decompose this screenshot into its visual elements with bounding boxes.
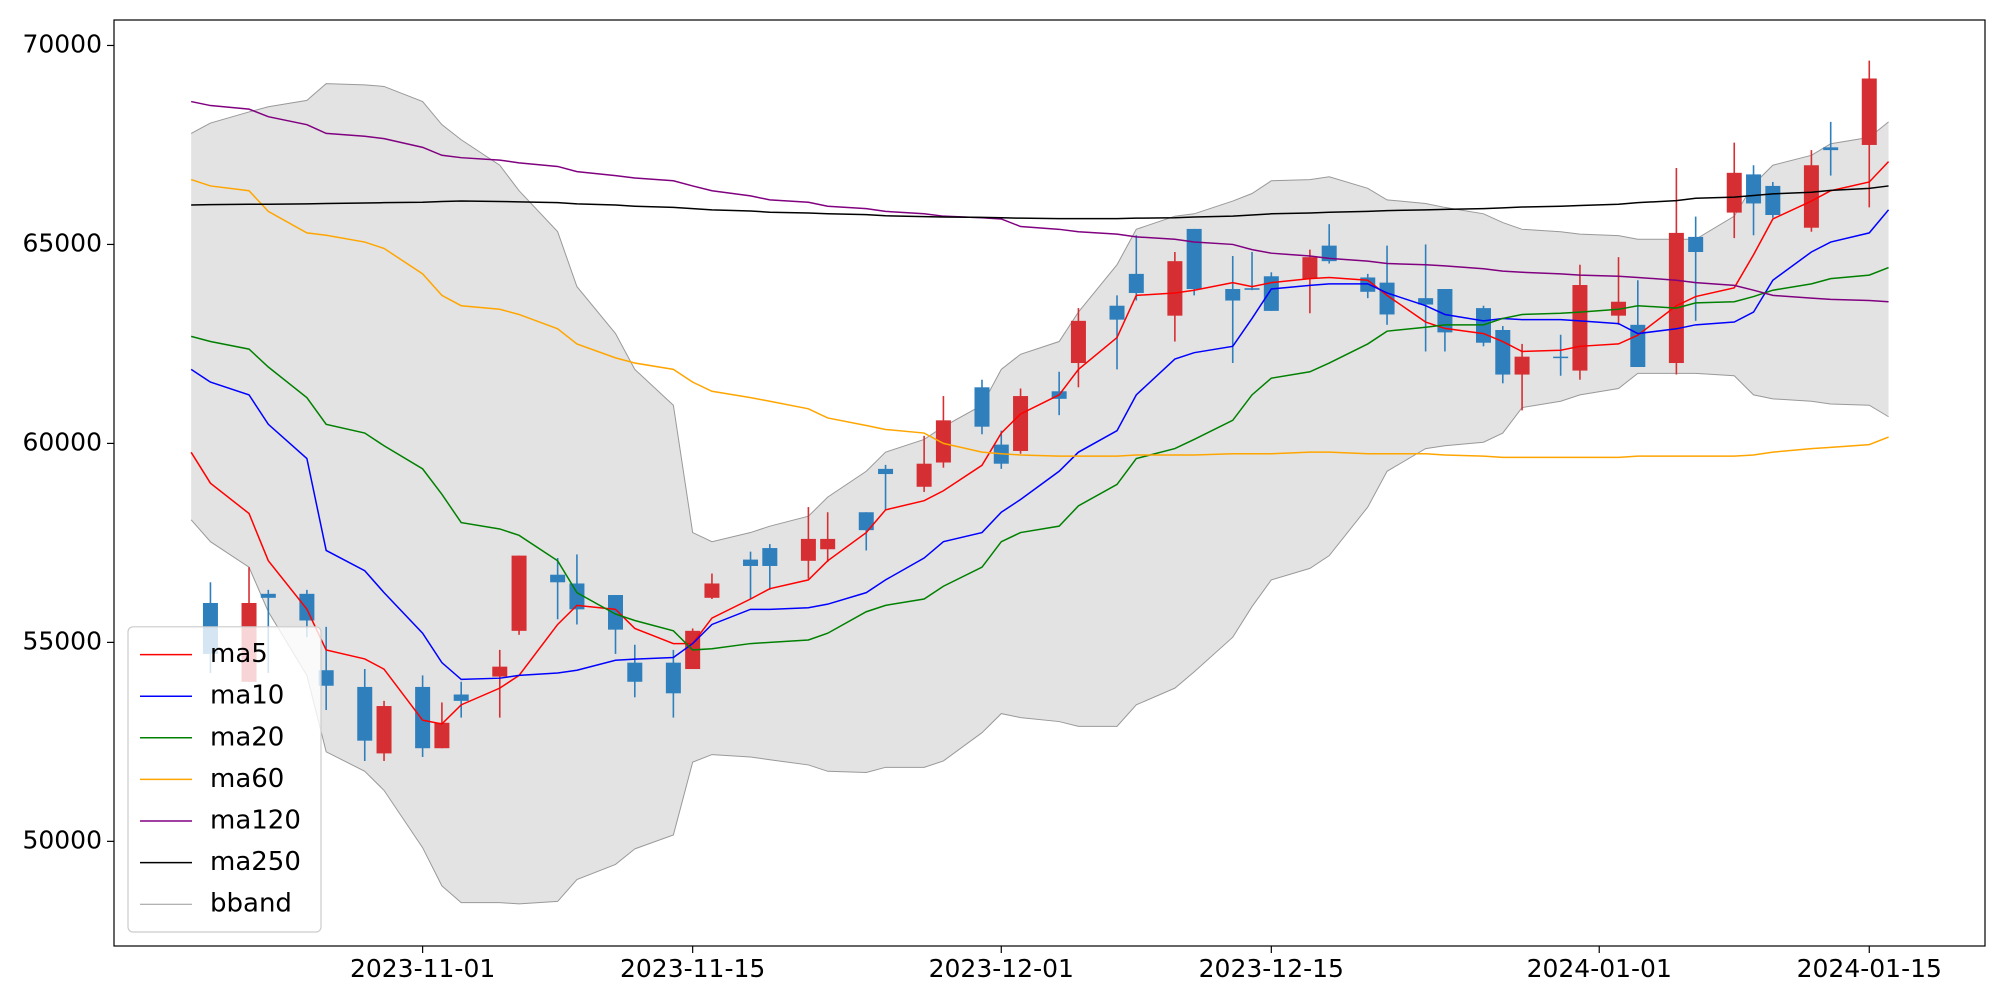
- candle-body: [1861, 78, 1877, 145]
- x-tick-label: 2024-01-01: [1527, 954, 1672, 983]
- x-tick-label: 2023-11-15: [620, 954, 765, 983]
- candle-body: [1495, 329, 1511, 375]
- candle-body: [878, 468, 894, 475]
- candle-body: [260, 593, 276, 598]
- candle-body: [1726, 172, 1742, 213]
- candle-body: [434, 722, 450, 749]
- candle-body: [1167, 261, 1183, 316]
- candle-body: [1823, 147, 1839, 151]
- candle-body: [704, 583, 720, 598]
- candle-body: [935, 420, 951, 463]
- candle-body: [820, 538, 836, 550]
- x-tick-label: 2024-01-15: [1797, 954, 1942, 983]
- legend-label: ma120: [210, 806, 301, 836]
- candle-body: [569, 583, 585, 610]
- candle-body: [415, 686, 431, 749]
- ma-line: [191, 185, 1889, 220]
- candle-body: [1630, 324, 1646, 368]
- y-tick-label: 70000: [22, 29, 102, 58]
- candle-body: [762, 548, 778, 566]
- x-tick-label: 2023-12-01: [929, 954, 1074, 983]
- candle-body: [1070, 320, 1086, 364]
- x-tick-label: 2023-11-01: [350, 954, 495, 983]
- legend-label: ma60: [210, 764, 284, 794]
- candle-body: [1746, 174, 1762, 204]
- candle-body: [858, 512, 874, 531]
- ma-line: [190, 266, 1889, 651]
- x-tick-label: 2023-12-15: [1199, 954, 1344, 983]
- y-tick-label: 50000: [22, 825, 102, 854]
- candle-body: [743, 559, 759, 566]
- candle-body: [1668, 232, 1684, 364]
- candle-body: [357, 686, 373, 741]
- legend-label: ma5: [210, 639, 268, 669]
- candle-body: [492, 666, 508, 677]
- candle-body: [1553, 356, 1569, 359]
- candle-body: [1514, 356, 1530, 375]
- ma-line: [190, 161, 1890, 725]
- legend-label: ma10: [210, 681, 284, 711]
- candle-body: [1765, 185, 1781, 215]
- candle-body: [627, 662, 643, 682]
- candle-body: [1244, 288, 1260, 290]
- candle-body: [1186, 228, 1202, 290]
- candle-body: [1128, 273, 1144, 293]
- bband-upper: [190, 83, 1889, 543]
- candle-body: [1572, 285, 1588, 371]
- candle-body: [1803, 165, 1819, 228]
- legend-label: bband: [210, 889, 292, 919]
- plot-frame: [113, 19, 1986, 947]
- bband-lower: [190, 372, 1889, 905]
- candle-body: [318, 670, 334, 686]
- legend-box: [127, 626, 322, 933]
- candle-body: [916, 463, 932, 487]
- candle-body: [453, 694, 469, 701]
- ma-line: [190, 209, 1890, 681]
- candle-body: [1109, 305, 1125, 320]
- candle-body: [800, 538, 816, 561]
- bband-fill: [191, 83, 1889, 904]
- candle-body: [1688, 236, 1704, 252]
- legend: ma5 ma10 ma20 ma60 ma120 ma250 bband: [127, 626, 322, 933]
- y-tick-label: 60000: [22, 427, 102, 456]
- candle-body: [1225, 289, 1241, 301]
- candle-body: [376, 706, 392, 754]
- candle-body: [665, 662, 681, 694]
- legend-label: ma250: [210, 847, 301, 877]
- candle-body: [550, 574, 566, 583]
- y-tick-label: 55000: [22, 626, 102, 655]
- candle-body: [511, 555, 527, 631]
- candle-body: [1437, 289, 1453, 333]
- plot-area: [190, 60, 1890, 905]
- candle-body: [1013, 396, 1029, 451]
- ma-line: [191, 100, 1889, 303]
- y-tick-label: 65000: [22, 228, 102, 257]
- candle-body: [1302, 257, 1318, 279]
- ma-line: [190, 178, 1889, 459]
- candle-body: [974, 387, 990, 427]
- candle-body: [608, 595, 624, 630]
- legend-label: ma20: [210, 722, 284, 752]
- candle-body: [1263, 276, 1279, 311]
- candle-body: [1418, 298, 1434, 305]
- candle-body: [299, 593, 315, 621]
